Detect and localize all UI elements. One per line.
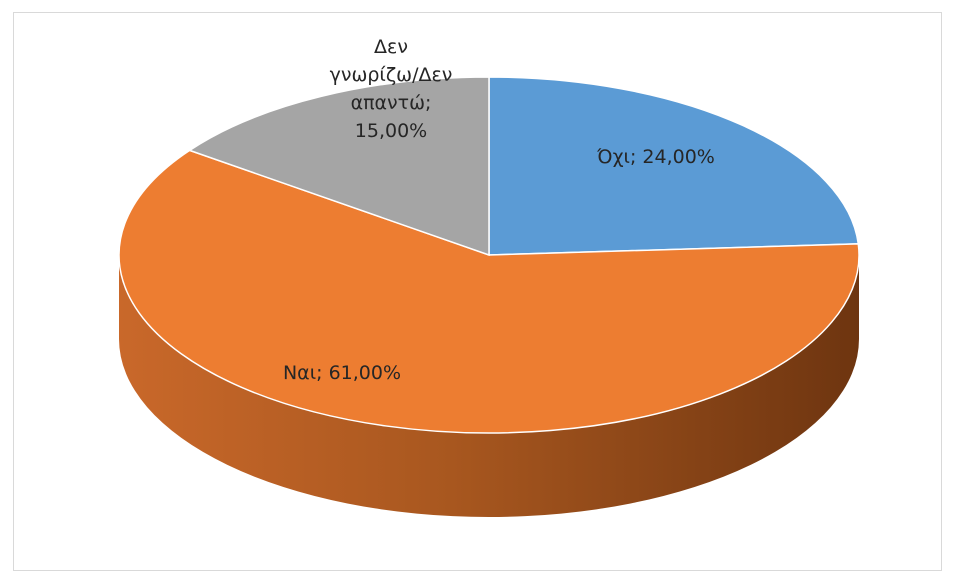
pie-slice-2: [187, 76, 490, 257]
slice-label-2: Δεν γνωρίζω/Δεν απαντώ; 15,00%: [330, 36, 453, 142]
pie-tops: [118, 76, 860, 434]
pie-slice-1: [118, 149, 860, 434]
pie-slice-0: [488, 76, 860, 256]
slice-label-0: Όχι; 24,00%: [596, 146, 715, 168]
slice-label-1: Ναι; 61,00%: [283, 362, 401, 384]
pie-side-1: [119, 255, 859, 517]
pie-sides: [119, 255, 859, 517]
pie-labels: Όχι; 24,00% Ναι; 61,00% Δεν γνωρίζω/Δεν απαν…: [283, 36, 715, 384]
